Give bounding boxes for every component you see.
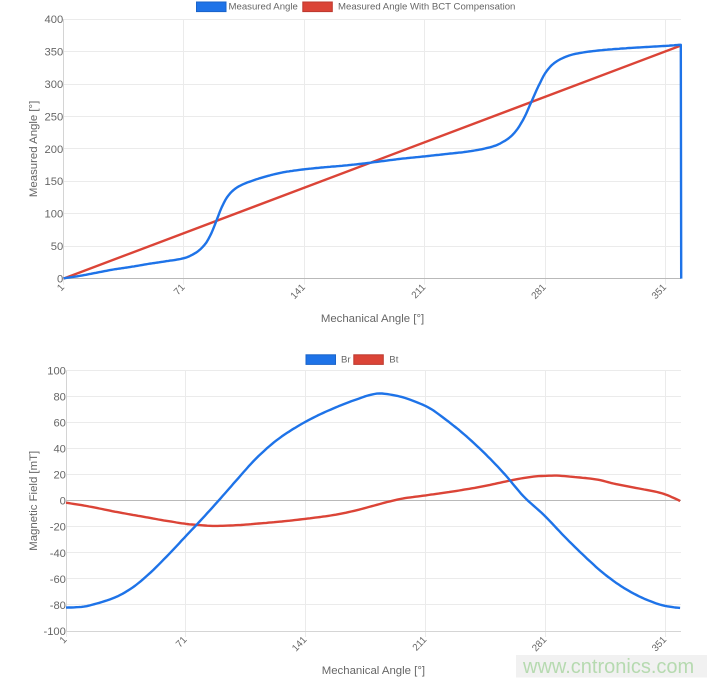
svg-text:Bt: Bt xyxy=(389,354,398,365)
svg-text:100: 100 xyxy=(45,209,64,221)
svg-text:Br: Br xyxy=(341,354,351,365)
svg-text:Magnetic Field [mT]: Magnetic Field [mT] xyxy=(28,451,40,551)
svg-text:-60: -60 xyxy=(50,574,66,586)
svg-text:Measured Angle [°]: Measured Angle [°] xyxy=(28,101,40,197)
svg-text:350: 350 xyxy=(45,47,64,59)
svg-text:250: 250 xyxy=(45,111,64,123)
svg-text:200: 200 xyxy=(45,144,64,156)
svg-text:300: 300 xyxy=(45,79,64,91)
svg-text:400: 400 xyxy=(45,14,64,26)
svg-text:100: 100 xyxy=(47,365,66,377)
svg-text:20: 20 xyxy=(53,470,65,482)
svg-text:Mechanical Angle [°]: Mechanical Angle [°] xyxy=(321,313,424,325)
svg-text:-40: -40 xyxy=(50,548,66,560)
svg-text:Measured Angle: Measured Angle xyxy=(229,2,298,13)
svg-text:Measured Angle With BCT Compen: Measured Angle With BCT Compensation xyxy=(338,2,515,13)
svg-text:-20: -20 xyxy=(50,522,66,534)
svg-text:60: 60 xyxy=(53,418,65,430)
svg-text:40: 40 xyxy=(53,444,65,456)
svg-text:-80: -80 xyxy=(50,600,66,612)
svg-text:0: 0 xyxy=(60,496,66,508)
svg-text:-100: -100 xyxy=(43,626,65,638)
svg-text:80: 80 xyxy=(53,391,65,403)
svg-text:1: 1 xyxy=(55,282,67,293)
svg-text:Mechanical Angle [°]: Mechanical Angle [°] xyxy=(322,665,425,677)
svg-text:150: 150 xyxy=(45,176,64,188)
svg-text:www.cntronics.com: www.cntronics.com xyxy=(522,656,694,678)
svg-text:50: 50 xyxy=(51,241,63,253)
svg-text:0: 0 xyxy=(57,274,63,286)
svg-text:1: 1 xyxy=(58,635,70,646)
